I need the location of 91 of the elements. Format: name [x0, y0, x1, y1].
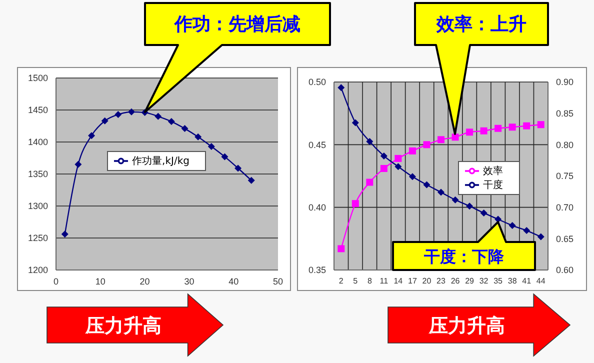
x-tick-label: 17	[408, 276, 418, 286]
point	[480, 209, 488, 216]
point	[523, 122, 530, 130]
y2-tick-label: 0.85	[556, 108, 574, 119]
point	[181, 125, 188, 132]
point	[438, 136, 444, 144]
point	[88, 132, 96, 140]
point	[101, 117, 108, 124]
y-tick-label: 0.45	[308, 140, 326, 150]
x-tick-label: 2	[338, 276, 344, 286]
point	[338, 84, 345, 92]
point	[154, 112, 162, 120]
point	[221, 153, 228, 160]
point	[423, 181, 430, 188]
x-tick-label: 38	[508, 276, 518, 286]
x-tick-label: 26	[450, 276, 460, 286]
y-tick-label: 1300	[28, 201, 48, 212]
x-tick-label: 8	[367, 276, 372, 286]
x-tick-label: 29	[465, 276, 475, 286]
y-tick-label: 1400	[28, 137, 48, 148]
point	[114, 110, 122, 118]
x-tick-label: 41	[522, 276, 532, 286]
y-tick-label: 0.50	[308, 77, 326, 88]
point	[438, 188, 444, 196]
point	[366, 178, 374, 186]
y-tick-label: 1500	[28, 73, 48, 84]
point	[394, 154, 402, 162]
point	[194, 133, 202, 140]
point	[208, 142, 215, 150]
annotation: 干度：下降	[423, 247, 505, 266]
y-tick-label: 1450	[28, 105, 48, 116]
x-tick-label: 0	[53, 276, 59, 286]
y-tick-label: 1250	[28, 233, 48, 244]
text: 压力升高	[428, 315, 505, 337]
y2-tick-label: 0.75	[556, 171, 574, 182]
point	[61, 230, 68, 238]
x-tick-label: 10	[95, 276, 106, 286]
x-tick-label: 14	[394, 276, 404, 286]
legend-label: 效率	[483, 166, 504, 177]
point	[423, 141, 430, 148]
point	[168, 118, 175, 126]
point	[352, 200, 359, 208]
point	[128, 108, 135, 116]
x-tick-label: 11	[380, 276, 389, 286]
point	[394, 163, 402, 170]
point	[537, 233, 544, 240]
point	[366, 138, 374, 146]
point	[466, 202, 474, 210]
x-tick-label: 30	[184, 276, 194, 286]
y2-tick-label: 0.65	[556, 234, 574, 244]
x-tick-label: 5	[353, 276, 358, 286]
point	[523, 227, 530, 234]
y-tick-label: 1350	[28, 169, 48, 180]
x-tick-label: 44	[536, 276, 546, 286]
point	[408, 147, 416, 154]
y-tick-label: 0.40	[308, 202, 326, 213]
y2-tick-label: 0.80	[556, 140, 574, 150]
x-tick-label: 35	[494, 276, 504, 286]
y2-tick-label: 0.60	[556, 265, 574, 276]
point	[248, 176, 255, 184]
x-tick-label: 50	[272, 276, 284, 286]
point	[508, 124, 516, 131]
point	[452, 134, 459, 141]
point	[466, 128, 474, 136]
x-tick-label: 32	[479, 276, 489, 286]
point	[537, 121, 544, 128]
point	[494, 216, 502, 223]
point	[452, 196, 459, 204]
y-tick-label: 1200	[28, 265, 48, 276]
x-tick-label: 20	[422, 276, 432, 286]
point	[380, 152, 388, 160]
x-tick-label: 20	[140, 276, 150, 286]
text: 效率：上升	[436, 14, 526, 35]
x-tick-label: 23	[436, 276, 446, 286]
legend-label: 作功量,kJ/kg	[132, 156, 190, 167]
point	[352, 119, 359, 126]
point	[234, 164, 242, 172]
point	[480, 127, 488, 134]
point	[494, 124, 502, 132]
text: 作功：先增后减	[174, 14, 300, 35]
point	[408, 173, 416, 180]
point	[508, 222, 516, 230]
y2-tick-label: 0.90	[556, 77, 574, 88]
point	[380, 164, 388, 172]
point	[338, 245, 345, 252]
x-tick-label: 40	[228, 276, 239, 286]
y-tick-label: 0.35	[308, 265, 326, 276]
text: 压力升高	[84, 315, 162, 337]
legend-label: 干度	[483, 180, 504, 192]
point	[74, 160, 82, 168]
y2-tick-label: 0.70	[556, 202, 574, 213]
